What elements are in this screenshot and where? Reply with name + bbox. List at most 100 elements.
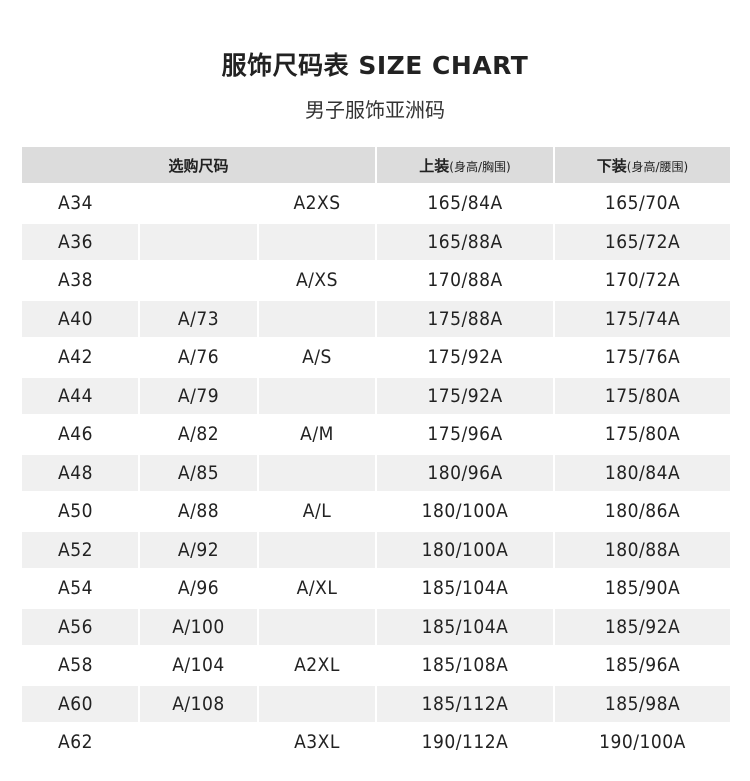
header-top-sub: (身高/胸围) [449, 159, 511, 174]
header-bottom-label: 下装 [596, 156, 627, 175]
cell-size-code: A56 [20, 606, 140, 647]
cell-top-size: 180/96A [375, 452, 555, 493]
cell-letter-size: A3XL [257, 722, 377, 763]
cell-waist-size: A/104 [138, 645, 259, 686]
cell-letter-size [257, 606, 377, 647]
cell-top-size: 175/88A [375, 298, 555, 339]
cell-bottom-size: 175/76A [553, 337, 732, 378]
cell-bottom-size: 165/70A [553, 183, 732, 224]
table-row: A60 A/108 185/112A 185/98A [20, 683, 732, 724]
cell-letter-size [257, 683, 377, 724]
cell-top-size: 170/88A [375, 260, 555, 301]
cell-top-size: 165/88A [375, 221, 555, 262]
cell-top-size: 185/104A [375, 568, 555, 609]
cell-size-code: A58 [20, 645, 140, 686]
table-row: A40 A/73 175/88A 175/74A [20, 298, 732, 339]
cell-waist-size [138, 260, 259, 301]
cell-waist-size [138, 221, 259, 262]
cell-bottom-size: 185/92A [553, 606, 732, 647]
cell-waist-size: A/92 [138, 529, 259, 570]
cell-top-size: 180/100A [375, 491, 555, 532]
cell-top-size: 175/92A [375, 337, 555, 378]
cell-bottom-size: 175/74A [553, 298, 732, 339]
cell-top-size: 175/96A [375, 414, 555, 455]
header-top: 上装(身高/胸围) [375, 145, 555, 185]
cell-waist-size: A/85 [138, 452, 259, 493]
cell-size-code: A36 [20, 221, 140, 262]
cell-waist-size: A/73 [138, 298, 259, 339]
table-row: A54 A/96 A/XL 185/104A 185/90A [20, 568, 732, 609]
cell-size-code: A42 [20, 337, 140, 378]
cell-size-code: A50 [20, 491, 140, 532]
cell-size-code: A46 [20, 414, 140, 455]
cell-letter-size [257, 529, 377, 570]
cell-waist-size: A/96 [138, 568, 259, 609]
table-row: A48 A/85 180/96A 180/84A [20, 452, 732, 493]
table-row: A38 A/XS 170/88A 170/72A [20, 260, 732, 301]
cell-waist-size: A/88 [138, 491, 259, 532]
page-title: 服饰尺码表 SIZE CHART [221, 51, 529, 80]
cell-letter-size [257, 298, 377, 339]
cell-waist-size: A/82 [138, 414, 259, 455]
cell-letter-size: A2XS [257, 183, 377, 224]
cell-bottom-size: 180/84A [553, 452, 732, 493]
table-row: A42 A/76 A/S 175/92A 175/76A [20, 337, 732, 378]
cell-letter-size: A2XL [257, 645, 377, 686]
table-row: A36 165/88A 165/72A [20, 221, 732, 262]
cell-letter-size: A/XS [257, 260, 377, 301]
cell-top-size: 185/112A [375, 683, 555, 724]
cell-bottom-size: 185/96A [553, 645, 732, 686]
table-row: A52 A/92 180/100A 180/88A [20, 529, 732, 570]
cell-top-size: 185/104A [375, 606, 555, 647]
cell-size-code: A38 [20, 260, 140, 301]
cell-bottom-size: 190/100A [553, 722, 732, 763]
cell-top-size: 180/100A [375, 529, 555, 570]
cell-size-code: A48 [20, 452, 140, 493]
cell-size-code: A44 [20, 375, 140, 416]
cell-size-code: A52 [20, 529, 140, 570]
cell-waist-size [138, 183, 259, 224]
cell-size-code: A62 [20, 722, 140, 763]
table-row: A50 A/88 A/L 180/100A 180/86A [20, 491, 732, 532]
cell-top-size: 185/108A [375, 645, 555, 686]
header-bottom-sub: (身高/腰围) [626, 159, 689, 174]
cell-bottom-size: 185/98A [553, 683, 732, 724]
cell-waist-size [138, 722, 259, 763]
cell-waist-size: A/76 [138, 337, 259, 378]
cell-size-code: A34 [20, 183, 140, 224]
cell-top-size: 190/112A [375, 722, 555, 763]
cell-waist-size: A/108 [138, 683, 259, 724]
cell-waist-size: A/79 [138, 375, 259, 416]
cell-size-code: A54 [20, 568, 140, 609]
cell-bottom-size: 170/72A [553, 260, 732, 301]
cell-letter-size [257, 452, 377, 493]
cell-top-size: 175/92A [375, 375, 555, 416]
cell-letter-size: A/L [257, 491, 377, 532]
cell-letter-size [257, 375, 377, 416]
cell-bottom-size: 175/80A [553, 375, 732, 416]
cell-size-code: A60 [20, 683, 140, 724]
header-top-label: 上装 [419, 156, 450, 175]
table-row: A62 A3XL 190/112A 190/100A [20, 722, 732, 763]
cell-letter-size [257, 221, 377, 262]
page-subtitle: 男子服饰亚洲码 [305, 98, 445, 122]
cell-letter-size: A/M [257, 414, 377, 455]
cell-bottom-size: 185/90A [553, 568, 732, 609]
cell-waist-size: A/100 [138, 606, 259, 647]
table-row: A34 A2XS 165/84A 165/70A [20, 183, 732, 224]
table-header-row: 选购尺码 上装(身高/胸围) 下装(身高/腰围) [20, 145, 732, 185]
table-row: A44 A/79 175/92A 175/80A [20, 375, 732, 416]
header-bottom: 下装(身高/腰围) [553, 145, 732, 185]
cell-bottom-size: 175/80A [553, 414, 732, 455]
cell-size-code: A40 [20, 298, 140, 339]
table-row: A58 A/104 A2XL 185/108A 185/96A [20, 645, 732, 686]
cell-bottom-size: 165/72A [553, 221, 732, 262]
table-row: A46 A/82 A/M 175/96A 175/80A [20, 414, 732, 455]
header-select-size: 选购尺码 [20, 145, 377, 185]
table-row: A56 A/100 185/104A 185/92A [20, 606, 732, 647]
cell-letter-size: A/S [257, 337, 377, 378]
cell-bottom-size: 180/88A [553, 529, 732, 570]
cell-top-size: 165/84A [375, 183, 555, 224]
size-chart-table: 选购尺码 上装(身高/胸围) 下装(身高/腰围) A34 A2XS 165/84A 1… [20, 145, 732, 763]
cell-bottom-size: 180/86A [553, 491, 732, 532]
